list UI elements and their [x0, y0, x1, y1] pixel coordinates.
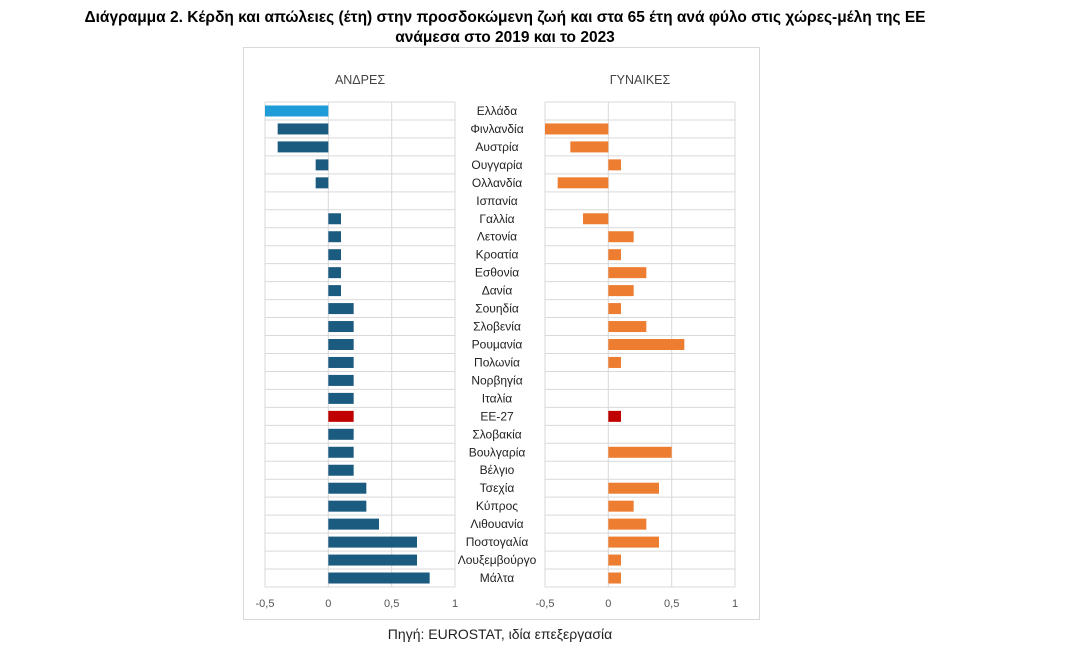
panel-title: ΑΝΔΡΕΣ	[335, 73, 385, 87]
chart-title-line1: Διάγραμμα 2. Κέρδη και απώλειες (έτη) στ…	[84, 9, 926, 26]
bar	[608, 231, 634, 243]
bar	[608, 339, 685, 350]
bar	[328, 249, 341, 261]
category-label: Σλοβακία	[472, 427, 521, 441]
bar	[328, 321, 354, 333]
x-tick-label: 0,5	[384, 598, 399, 610]
chart-title-line2: ανάμεσα στο 2019 και το 2023	[395, 29, 615, 46]
bar	[545, 123, 609, 135]
bar	[265, 105, 329, 117]
category-label: Λουξεμβούργο	[458, 553, 537, 567]
category-label: Γαλλία	[479, 212, 514, 226]
bar	[608, 554, 621, 566]
bar	[328, 231, 341, 243]
bar	[328, 572, 430, 584]
category-label: Πολωνία	[474, 355, 520, 369]
bar	[328, 554, 417, 566]
bar	[328, 500, 367, 512]
category-label: Ιταλία	[482, 391, 513, 405]
category-label: Κροατία	[476, 248, 519, 262]
bar	[277, 141, 329, 153]
x-tick-label: -0,5	[256, 598, 275, 610]
category-label: Αυστρία	[475, 140, 518, 154]
bar	[328, 536, 417, 548]
bar	[328, 339, 354, 350]
bar	[328, 410, 354, 422]
bar	[328, 428, 354, 440]
bar	[608, 249, 621, 261]
bar	[608, 536, 659, 548]
x-tick-label: 0	[605, 598, 611, 610]
category-label: Βουλγαρία	[469, 445, 526, 459]
bar	[557, 177, 609, 189]
bar	[608, 446, 672, 458]
category-label: Νορβηγία	[471, 373, 522, 387]
bar	[570, 141, 609, 153]
bar	[608, 572, 621, 584]
bar	[328, 482, 367, 494]
x-tick-label: 0	[325, 598, 331, 610]
category-label: Ρουμανία	[472, 338, 523, 352]
bar	[328, 464, 354, 476]
category-label: Δανία	[482, 284, 513, 298]
category-label: Κύπρος	[476, 499, 518, 513]
category-label: Βέλγιο	[480, 463, 515, 477]
bar	[328, 267, 341, 279]
bar	[608, 285, 634, 297]
category-label: Ισπανία	[476, 194, 517, 208]
x-tick-label: 1	[452, 598, 458, 610]
bar	[328, 356, 354, 368]
bar	[608, 356, 621, 368]
bar	[315, 177, 329, 189]
category-label: Σουηδία	[475, 302, 519, 316]
bar	[608, 159, 621, 171]
bar	[328, 518, 379, 530]
category-label: Ελλάδα	[477, 104, 517, 118]
category-label: ΕΕ-27	[480, 409, 514, 423]
bar	[328, 285, 341, 297]
bar	[608, 482, 659, 494]
category-label: Φινλανδία	[470, 122, 523, 136]
bar	[277, 123, 329, 135]
category-label: Λετονία	[477, 230, 517, 244]
panel-title: ΓΥΝΑΙΚΕΣ	[610, 73, 671, 87]
category-label: Ολλανδία	[472, 176, 522, 190]
bar	[608, 500, 634, 512]
x-tick-label: -0,5	[536, 598, 555, 610]
bar	[608, 518, 647, 530]
x-tick-label: 0,5	[664, 598, 679, 610]
source-note: Πηγή: EUROSTAT, ιδία επεξεργασία	[387, 626, 613, 642]
category-label: Λιθουανία	[470, 517, 523, 531]
bar	[608, 321, 647, 333]
bar	[328, 374, 354, 386]
bar	[315, 159, 329, 171]
category-label: Ουγγαρία	[471, 158, 522, 172]
category-label: Μάλτα	[480, 571, 515, 585]
bar	[328, 446, 354, 458]
bar	[608, 267, 647, 279]
bar	[328, 392, 354, 404]
bar	[583, 213, 609, 225]
bar	[608, 303, 621, 315]
x-tick-label: 1	[732, 598, 738, 610]
bar	[608, 410, 621, 422]
bar	[328, 303, 354, 315]
category-label: Τσεχία	[480, 481, 515, 495]
category-label: Ποστογαλία	[466, 535, 529, 549]
category-label: Εσθονία	[475, 266, 519, 280]
bar	[328, 213, 341, 225]
category-label: Σλοβενία	[473, 320, 521, 334]
chart-frame	[243, 47, 760, 620]
